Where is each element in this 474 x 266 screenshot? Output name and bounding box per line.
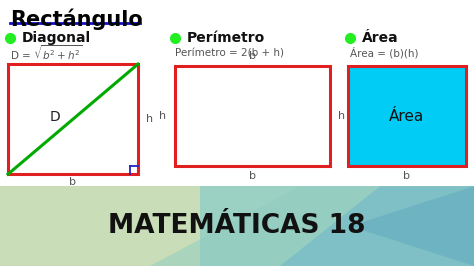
Bar — [200, 186, 474, 266]
Polygon shape — [150, 186, 474, 266]
Text: Área = (b)(h): Área = (b)(h) — [350, 47, 419, 59]
Text: b: b — [249, 171, 256, 181]
Text: h: h — [146, 114, 154, 124]
Text: Perímetro: Perímetro — [187, 31, 265, 45]
Text: b: b — [70, 177, 76, 187]
Text: Área: Área — [362, 31, 399, 45]
Text: Área: Área — [389, 109, 425, 124]
Polygon shape — [350, 186, 474, 266]
Text: Perímetro = 2(b + h): Perímetro = 2(b + h) — [175, 48, 284, 58]
Text: h: h — [338, 111, 346, 121]
Text: D: D — [49, 110, 60, 124]
Text: Rectángulo: Rectángulo — [10, 8, 143, 30]
Text: h: h — [159, 111, 166, 121]
Text: D = $\sqrt{b^2 + h^2}$: D = $\sqrt{b^2 + h^2}$ — [10, 44, 82, 62]
Polygon shape — [280, 186, 474, 266]
Bar — [175, 66, 330, 166]
Text: MATEMÁTICAS 18: MATEMÁTICAS 18 — [108, 213, 366, 239]
Bar — [348, 66, 466, 166]
Bar — [8, 64, 138, 174]
Text: b: b — [403, 171, 410, 181]
Text: Diagonal: Diagonal — [22, 31, 91, 45]
Text: b: b — [249, 51, 256, 61]
